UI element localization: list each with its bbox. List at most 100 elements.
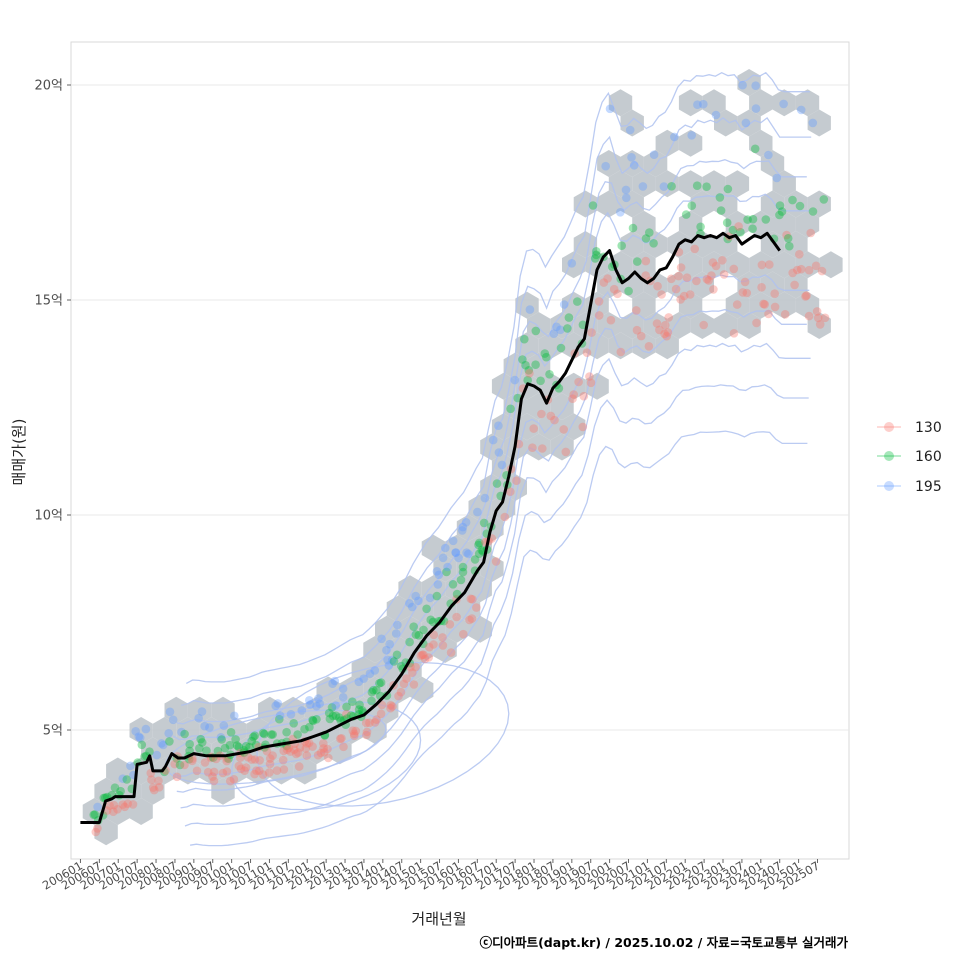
- scatter-point-195: [494, 448, 504, 457]
- scatter-point-160: [748, 224, 757, 233]
- hexbin-cell: [760, 150, 785, 177]
- scatter-point-195: [93, 802, 102, 812]
- scatter-point-130: [128, 800, 138, 809]
- scatter-point-130: [93, 824, 102, 833]
- scatter-point-195: [779, 99, 788, 109]
- scatter-point-160: [564, 313, 574, 322]
- hexbin-cell: [819, 251, 843, 279]
- scatter-point-195: [451, 548, 460, 557]
- hexbin-cell: [772, 251, 796, 279]
- scatter-point-160: [293, 730, 302, 739]
- hexbin-cell: [386, 636, 410, 663]
- scatter-point-130: [209, 776, 219, 786]
- scatter-point-130: [770, 302, 780, 312]
- scatter-point-160: [422, 604, 431, 614]
- scatter-point-130: [757, 283, 766, 292]
- hexbin-cell: [772, 291, 796, 319]
- scatter-point-130: [820, 313, 830, 323]
- scatter-point-160: [649, 239, 658, 248]
- scatter-point-160: [521, 360, 530, 370]
- scatter-point-160: [249, 732, 258, 742]
- scatter-point-160: [185, 739, 194, 749]
- scatter-point-130: [324, 753, 333, 763]
- scatter-point-195: [328, 679, 337, 688]
- scatter-point-160: [808, 207, 818, 216]
- scatter-point-130: [411, 662, 420, 672]
- scatter-point-160: [667, 182, 676, 191]
- scatter-point-195: [627, 153, 636, 162]
- hexbin-cell: [795, 210, 820, 238]
- scatter-point-130: [424, 653, 434, 662]
- scatter-point-130: [243, 752, 253, 762]
- scatter-point-130: [587, 328, 596, 337]
- scatter-point-160: [588, 201, 598, 210]
- scatter-point-130: [218, 768, 228, 778]
- scatter-point-160: [523, 375, 532, 385]
- hexbin-layer: [82, 69, 843, 846]
- scatter-point-195: [126, 761, 135, 771]
- scatter-point-160: [716, 206, 726, 215]
- scatter-point-130: [302, 739, 312, 748]
- hexbin-cell: [562, 251, 586, 279]
- scatter-point-130: [719, 270, 729, 279]
- hexbin-cell: [304, 737, 329, 765]
- scatter-point-160: [442, 567, 451, 577]
- scatter-point-130: [337, 734, 346, 743]
- hexbin-cell: [632, 291, 656, 319]
- scatter-point-130: [452, 612, 461, 622]
- hexbin-cell: [714, 190, 738, 218]
- scatter-point-195: [473, 507, 482, 517]
- scatter-point-160: [409, 622, 419, 631]
- scatter-point-160: [324, 708, 334, 718]
- scatter-point-130: [222, 767, 232, 776]
- scatter-point-195: [165, 707, 175, 717]
- scatter-point-160: [375, 679, 384, 688]
- scatter-point-130: [278, 755, 288, 765]
- scatter-point-195: [407, 602, 417, 612]
- scatter-point-160: [448, 580, 458, 589]
- scatter-point-130: [582, 348, 592, 358]
- scatter-point-195: [622, 193, 631, 203]
- scatter-point-130: [148, 783, 158, 792]
- scatter-point-160: [282, 727, 291, 737]
- hexbin-cell: [527, 433, 551, 461]
- scatter-point-160: [116, 786, 125, 796]
- scatter-point-130: [812, 307, 822, 316]
- scatter-point-195: [670, 132, 679, 142]
- scatter-point-195: [118, 774, 128, 783]
- scatter-point-195: [158, 740, 168, 750]
- scatter-point-160: [335, 713, 344, 722]
- scatter-point-195: [230, 711, 239, 721]
- scatter-point-195: [451, 548, 461, 557]
- scatter-point-130: [339, 742, 348, 752]
- scatter-point-160: [458, 562, 468, 572]
- scatter-point-160: [245, 742, 254, 752]
- scatter-point-195: [461, 518, 471, 527]
- hexbin-cell: [375, 615, 399, 643]
- scatter-point-130: [255, 756, 264, 765]
- scatter-point-195: [370, 666, 380, 675]
- scatter-point-160: [475, 538, 484, 548]
- hexbin-cell: [714, 109, 738, 137]
- scatter-point-130: [795, 250, 804, 259]
- scatter-point-160: [728, 225, 738, 235]
- hexbin-cell: [655, 170, 679, 198]
- hexbin-cell: [585, 372, 609, 400]
- hexbin-cell: [678, 251, 703, 279]
- scatter-point-130: [465, 615, 474, 625]
- scatter-point-130: [429, 640, 438, 649]
- scatter-point-130: [569, 390, 578, 399]
- scatter-point-130: [704, 276, 713, 285]
- scatter-point-160: [392, 650, 402, 660]
- hexbin-cell: [632, 251, 656, 279]
- hexbin-cell: [187, 737, 212, 765]
- scatter-point-195: [454, 553, 463, 563]
- scatter-point-160: [165, 737, 174, 746]
- scatter-point-130: [528, 443, 537, 453]
- hexbin-cell: [410, 676, 434, 704]
- scatter-point-130: [170, 759, 179, 769]
- scatter-point-130: [770, 289, 779, 299]
- legend-swatch-160: [884, 451, 894, 461]
- scatter-point-130: [802, 291, 811, 300]
- scatter-point-195: [497, 460, 507, 470]
